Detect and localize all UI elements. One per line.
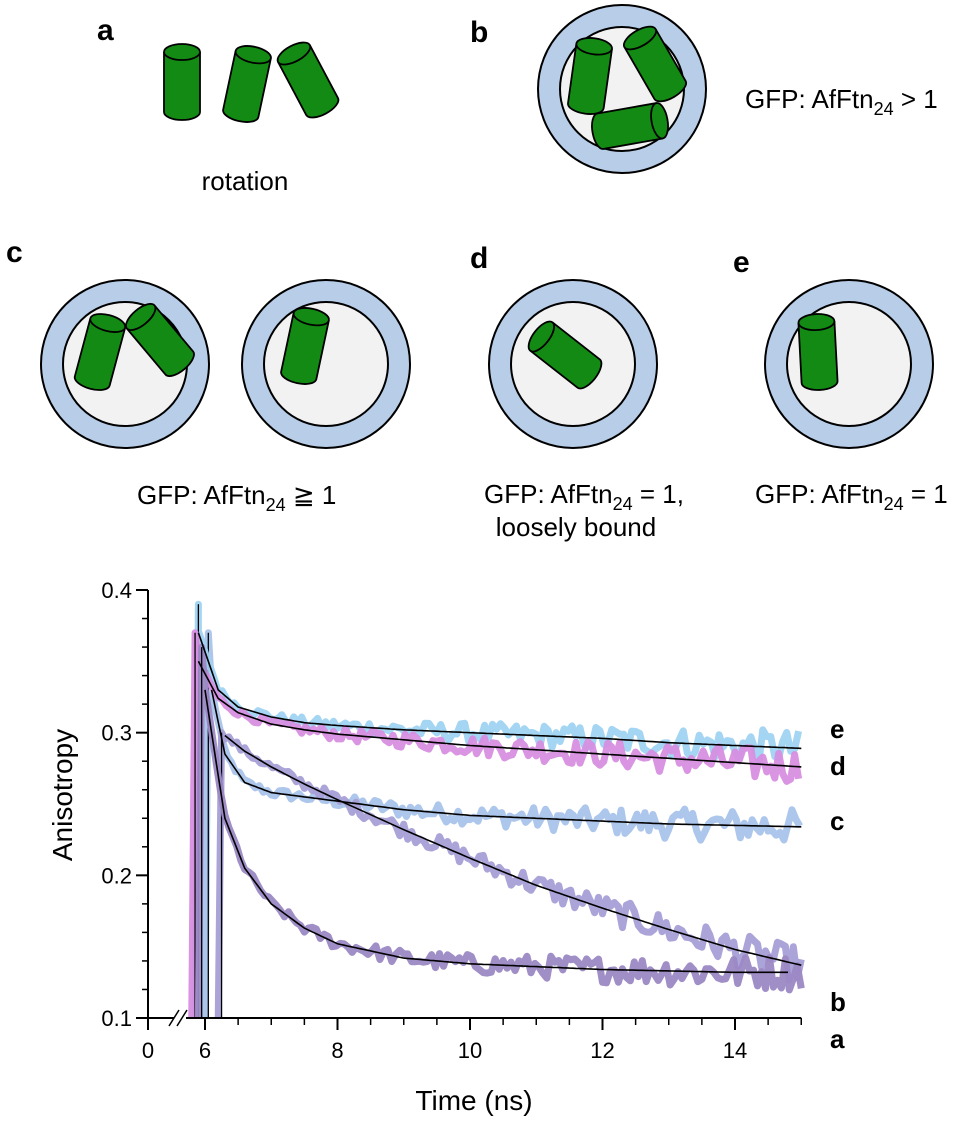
- series-b-raw-trace: [214, 729, 805, 1019]
- series-a-label: a: [830, 1024, 845, 1054]
- panel-a: a rotation: [97, 14, 343, 196]
- panel-a-letter: a: [97, 14, 114, 47]
- series-a-raw-trace: [194, 643, 805, 1019]
- x-tick-label: 0: [142, 1038, 154, 1063]
- series-e-label: e: [830, 714, 844, 744]
- panel-c-letter: c: [6, 236, 23, 269]
- axis-break-mark: [168, 1009, 180, 1027]
- anisotropy-chart: 0.1 0.2 0.3 0.4 0 6 8 10 12 14 c ed ba Anisotropy T…: [47, 578, 846, 1116]
- y-tick-label: 0.3: [101, 721, 132, 746]
- panel-d: d GFP: AfFtn24 = 1, loosely bound: [470, 242, 684, 542]
- panel-d-letter: d: [470, 242, 488, 275]
- series-a-fit-line: [204, 689, 788, 974]
- y-tick-label: 0.4: [101, 578, 132, 603]
- cylinder-icon: [797, 312, 839, 392]
- panel-b-caption: GFP: AfFtn24 > 1: [745, 84, 938, 119]
- panel-e-letter: e: [733, 246, 750, 279]
- panel-a-caption: rotation: [202, 166, 289, 196]
- series-d-fit-line: [197, 660, 802, 768]
- axis-break-mark: [176, 1009, 188, 1027]
- series-e-fit-line: [197, 632, 802, 750]
- y-axis-title: Anisotropy: [47, 729, 78, 861]
- x-tick-label: 14: [723, 1038, 747, 1063]
- x-tick-label: 8: [331, 1038, 343, 1063]
- panel-c-caption: GFP: AfFtn24 ≧ 1: [137, 480, 336, 515]
- cylinder-icon: [273, 37, 343, 123]
- series-b-label: b: [830, 987, 846, 1017]
- panel-e-caption: GFP: AfFtn24 = 1: [755, 479, 948, 514]
- panel-c: c GFP: AfFtn24 ≧ 1: [6, 236, 411, 515]
- x-tick-label: 12: [590, 1038, 614, 1063]
- chart-axes: 0.1 0.2 0.3 0.4 0 6 8 10 12 14: [101, 578, 802, 1063]
- panel-d-caption: GFP: AfFtn24 = 1,: [484, 479, 684, 514]
- cylinder-icon: [163, 43, 201, 121]
- series-c-fit-line: [210, 689, 802, 828]
- chart-data-layer: [188, 600, 805, 1019]
- chart-labels: c ed ba: [830, 714, 846, 1054]
- series-d-raw-trace: [188, 629, 803, 1019]
- series-d-label: d: [830, 751, 846, 781]
- panel-d-caption-line2: loosely bound: [496, 512, 656, 542]
- series-b-fit-line: [224, 734, 802, 966]
- y-tick-label: 0.2: [101, 863, 132, 888]
- panel-e: e GFP: AfFtn24 = 1: [733, 246, 948, 514]
- y-tick-label: 0.1: [101, 1006, 132, 1031]
- x-tick-label: 6: [199, 1038, 211, 1063]
- panel-b: b GFP: AfFtn24 > 1: [470, 4, 938, 174]
- x-tick-label: 10: [458, 1038, 482, 1063]
- cylinder-icon: [220, 42, 274, 126]
- ferritin-cage-icon: [764, 279, 934, 449]
- panel-b-letter: b: [470, 16, 488, 49]
- series-c-label: c: [830, 806, 844, 836]
- series-c-raw-trace: [201, 629, 803, 1019]
- x-axis-title: Time (ns): [415, 1085, 532, 1116]
- ferritin-cage-icon: [241, 279, 411, 449]
